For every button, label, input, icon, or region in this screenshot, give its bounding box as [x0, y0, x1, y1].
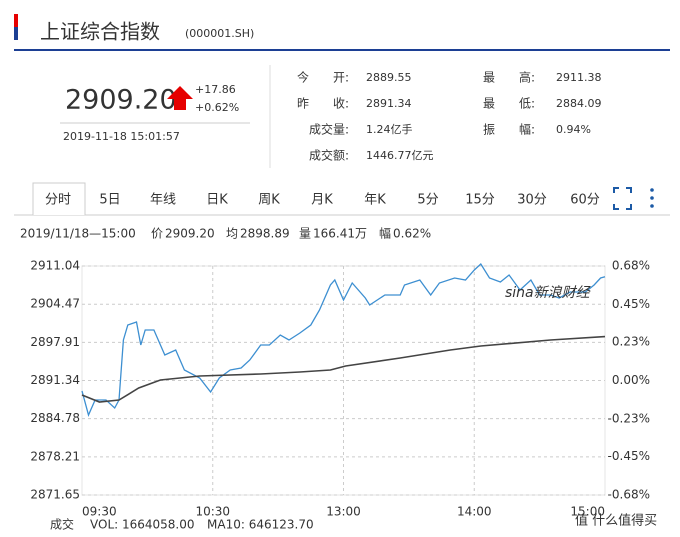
tab-bar: [14, 183, 670, 215]
volume: VOL: 1664058.00: [90, 518, 195, 532]
stat-label: 成交额:: [309, 148, 349, 163]
price-line: [81, 335, 606, 403]
x-tick-label: 10:30: [195, 505, 230, 519]
stat-value: 1.24亿手: [366, 122, 413, 136]
stat-label: 昨 收:: [297, 97, 349, 111]
stat-label: 成交量:: [309, 122, 349, 137]
y2-tick-label: 0.45%: [612, 297, 650, 311]
tab[interactable]: 30分: [517, 193, 547, 208]
volume-label: 成交: [50, 517, 74, 532]
change-pct: +0.62%: [195, 101, 239, 114]
x-tick-label: 13:00: [326, 505, 361, 519]
y-tick-label: 2897.91: [30, 335, 80, 349]
tab[interactable]: 15分: [465, 193, 495, 208]
y2-tick-label: -0.68%: [608, 488, 650, 502]
y2-tick-label: 0.00%: [612, 373, 650, 387]
stat-label: 最 高:: [483, 70, 535, 85]
stat-label: 振 幅:: [483, 122, 535, 137]
tab[interactable]: 年K: [364, 193, 386, 208]
quote-time: 2019-11-18 15:01:57: [63, 130, 180, 143]
tab[interactable]: 日K: [206, 193, 228, 208]
info-pct: 0.62%: [393, 227, 431, 241]
info-pct-label: 幅: [379, 226, 391, 241]
tab[interactable]: 60分: [570, 193, 600, 208]
stat-value: 0.94%: [556, 123, 591, 136]
y2-tick-label: -0.45%: [608, 449, 650, 463]
info-avg-label: 均: [226, 227, 238, 241]
y-tick-label: 2911.04: [30, 259, 80, 273]
index-code: (000001.SH): [185, 27, 254, 40]
stat-value: 2884.09: [556, 97, 602, 110]
watermark: sina新浪财经: [505, 285, 592, 301]
tab[interactable]: 5日: [99, 193, 120, 208]
stat-label: 今 开:: [297, 70, 349, 85]
y2-tick-label: -0.23%: [608, 412, 650, 426]
tab[interactable]: 月K: [311, 193, 333, 208]
change: +17.86: [195, 83, 236, 96]
tab[interactable]: 分时: [45, 193, 71, 208]
x-tick-label: 15:00: [570, 505, 605, 519]
brand-mark: [14, 14, 18, 27]
x-tick-label: 14:00: [457, 505, 492, 519]
x-tick-label: 09:30: [82, 505, 117, 519]
up-arrow: [167, 86, 193, 110]
info-vol: 166.41万: [313, 227, 367, 241]
index-title: 上证综合指数: [40, 20, 160, 44]
more-icon[interactable]: [650, 188, 654, 208]
y-tick-label: 2878.21: [30, 449, 80, 463]
fullscreen-icon[interactable]: [613, 187, 632, 210]
y2-tick-label: 0.23%: [612, 334, 650, 348]
stat-value: 1446.77亿元: [366, 149, 434, 162]
tab[interactable]: 周K: [258, 193, 280, 208]
tab-selected: [32, 182, 86, 215]
watermark: 值 什么值得买: [575, 513, 657, 529]
price: 2909.20: [65, 85, 177, 116]
y-tick-label: 2904.47: [30, 297, 80, 311]
ma10: MA10: 646123.70: [207, 518, 314, 532]
tab[interactable]: 5分: [417, 193, 438, 208]
y2-tick-label: 0.68%: [612, 259, 650, 273]
stat-label: 最 低:: [483, 97, 535, 111]
y-tick-label: 2884.78: [30, 411, 80, 425]
info-time: 2019/11/18—15:00: [20, 227, 136, 241]
y-tick-label: 2891.34: [30, 373, 80, 387]
tab[interactable]: 年线: [150, 193, 176, 208]
stat-value: 2891.34: [366, 97, 412, 110]
brand-mark: [14, 27, 18, 40]
info-price-label: 价: [151, 227, 163, 241]
y-tick-label: 2871.65: [30, 488, 80, 502]
info-price: 2909.20: [165, 227, 215, 241]
stat-value: 2889.55: [366, 71, 412, 84]
info-vol-label: 量: [299, 227, 311, 241]
price-line: [81, 262, 606, 417]
stat-value: 2911.38: [556, 71, 602, 84]
info-avg: 2898.89: [240, 227, 290, 241]
